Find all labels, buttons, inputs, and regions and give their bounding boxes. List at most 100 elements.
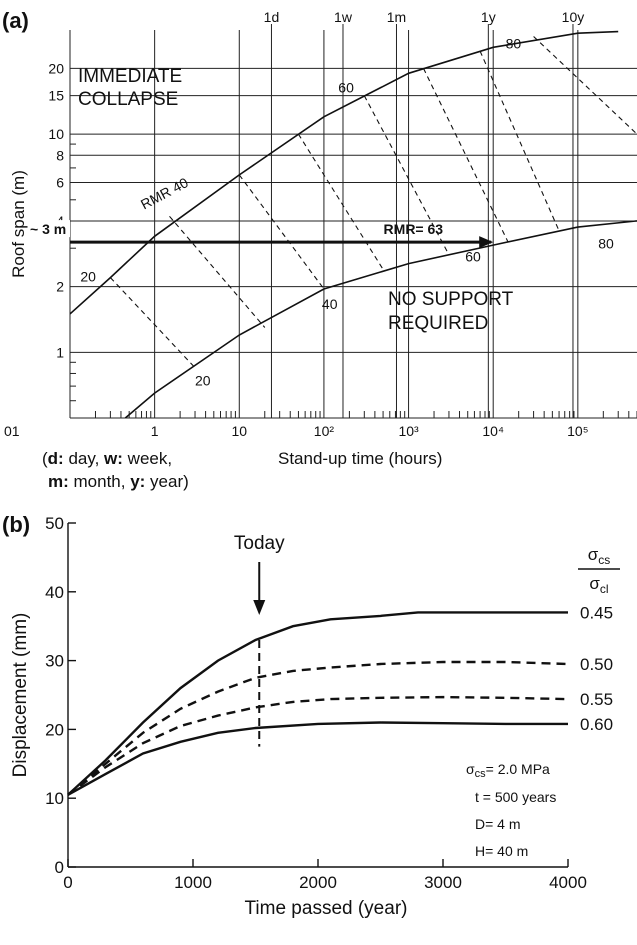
lower-boundary-curve (124, 220, 637, 418)
today-label: Today (234, 533, 285, 554)
rmr-label: 20 (195, 373, 211, 389)
x-tick-label: 1000 (174, 873, 212, 892)
rmr63-arrow-head (479, 236, 494, 249)
parameter-text: σcs= 2.0 MPa (466, 761, 550, 780)
rmr-dashed-line (533, 36, 637, 135)
note-part: w: (103, 449, 123, 468)
x-tick-label: 01 (4, 423, 20, 439)
note-part: d: (48, 449, 64, 468)
y-tick-label: 40 (45, 583, 64, 602)
x-tick-label: 4000 (549, 873, 587, 892)
x-axis-title: Time passed (year) (245, 898, 408, 919)
upper-boundary-curve (70, 30, 619, 315)
series-label: 0.60 (580, 715, 613, 734)
x-tick-label: 2000 (299, 873, 337, 892)
y-tick-label: 15 (48, 88, 64, 104)
span-annotation: ~ 3 m (30, 221, 66, 237)
y-tick-label: 10 (45, 789, 64, 808)
rmr-dashed-line (363, 95, 450, 255)
series-label: 0.50 (580, 655, 613, 674)
y-tick-label: 10 (48, 126, 64, 142)
rmr-prefix-label: RMR 40 (138, 174, 191, 212)
param-value: t = 500 years (475, 789, 556, 805)
param-value: H= 40 m (475, 843, 528, 859)
x-tick-label: 10³ (398, 423, 419, 439)
time-abbreviation-note: m: month, y: year) (48, 472, 189, 491)
note-part: week, (123, 449, 172, 468)
time-marker-label: 1m (387, 9, 406, 25)
param-value: D= 4 m (475, 816, 521, 832)
y-tick-label: 0 (55, 858, 64, 877)
sigma: σ (589, 574, 600, 593)
x-tick-label: 10² (314, 423, 335, 439)
subscript: cl (600, 582, 609, 596)
parameter-text: t = 500 years (475, 789, 556, 805)
today-arrow-head (253, 600, 266, 615)
time-marker-label: 1d (264, 9, 280, 25)
rmr-label: 40 (322, 296, 338, 312)
note-part: ( (42, 449, 48, 468)
rmr-dashed-line (169, 215, 266, 328)
y-tick-label: 8 (56, 147, 64, 163)
panel-label: (b) (2, 512, 30, 537)
rmr-dashed-line (297, 133, 384, 270)
region-label-lower: REQUIRED (388, 313, 488, 334)
x-tick-label: 10 (231, 423, 247, 439)
series-label: 0.45 (580, 603, 613, 622)
time-marker-label: 10y (562, 9, 585, 25)
y-tick-label: 1 (56, 344, 64, 360)
series-line-0.60 (67, 721, 568, 796)
time-marker-label: 1w (334, 9, 353, 25)
y-tick-label: 50 (45, 514, 64, 533)
rmr63-label: RMR= 63 (384, 221, 444, 237)
panel-label: (a) (2, 8, 29, 33)
note-part: year) (145, 472, 188, 491)
left-label-bg (28, 220, 70, 238)
x-tick-label: 3000 (424, 873, 462, 892)
note-part: m: (48, 472, 69, 491)
series-label: 0.55 (580, 690, 613, 709)
rmr-label: 60 (465, 248, 481, 264)
panel-a: (a)1d1w1m1y10y124681015200111010²10³10⁴1… (2, 8, 637, 491)
rmr-label: 60 (338, 80, 354, 96)
x-tick-label: 1 (151, 423, 159, 439)
rmr-label: 20 (80, 269, 96, 285)
time-marker-label: 1y (481, 9, 496, 25)
subscript: cs (598, 553, 610, 567)
x-tick-label: 10⁵ (567, 423, 588, 439)
note-part: day, (64, 449, 104, 468)
x-tick-label: 0 (63, 873, 72, 892)
region-label-upper: COLLAPSE (78, 89, 178, 110)
ratio-denominator: σcl (589, 574, 608, 596)
rmr-label: 80 (598, 235, 614, 251)
y-axis-title: Roof span (m) (9, 170, 28, 278)
region-label-lower: NO SUPPORT (388, 289, 514, 310)
x-tick-label: 10⁴ (482, 423, 504, 439)
time-abbreviation-note: (d: day, w: week, (42, 449, 172, 468)
parameter-text: H= 40 m (475, 843, 528, 859)
ratio-numerator: σcs (588, 545, 611, 567)
y-tick-label: 30 (45, 652, 64, 671)
rmr-dashed-line (479, 50, 560, 232)
panel-b: (b) 0 10 20 30 40 50 0 1000 2000 3000 4000 Time pass… (2, 512, 620, 919)
series-line-0.45 (67, 611, 568, 796)
y-tick-label: 6 (56, 175, 64, 191)
sigma: σ (466, 761, 475, 777)
rmr-label: 80 (506, 36, 522, 52)
y-axis-title: Displacement (mm) (10, 613, 31, 778)
y-tick-label: 20 (45, 720, 64, 739)
y-tick-label: 2 (56, 279, 64, 295)
series-line-0.55 (67, 695, 569, 796)
subscript: cs (475, 768, 487, 780)
parameter-text: D= 4 m (475, 816, 521, 832)
note-part: y: (130, 472, 145, 491)
x-axis-title: Stand-up time (hours) (278, 449, 442, 468)
rmr-dashed-line (238, 174, 325, 290)
region-label-upper: IMMEDIATE (78, 66, 182, 87)
y-tick-label: 20 (48, 60, 64, 76)
rmr-label: 40 (170, 174, 191, 196)
sigma: σ (588, 545, 599, 564)
note-part: month, (69, 472, 130, 491)
series-line-0.50 (67, 660, 569, 796)
